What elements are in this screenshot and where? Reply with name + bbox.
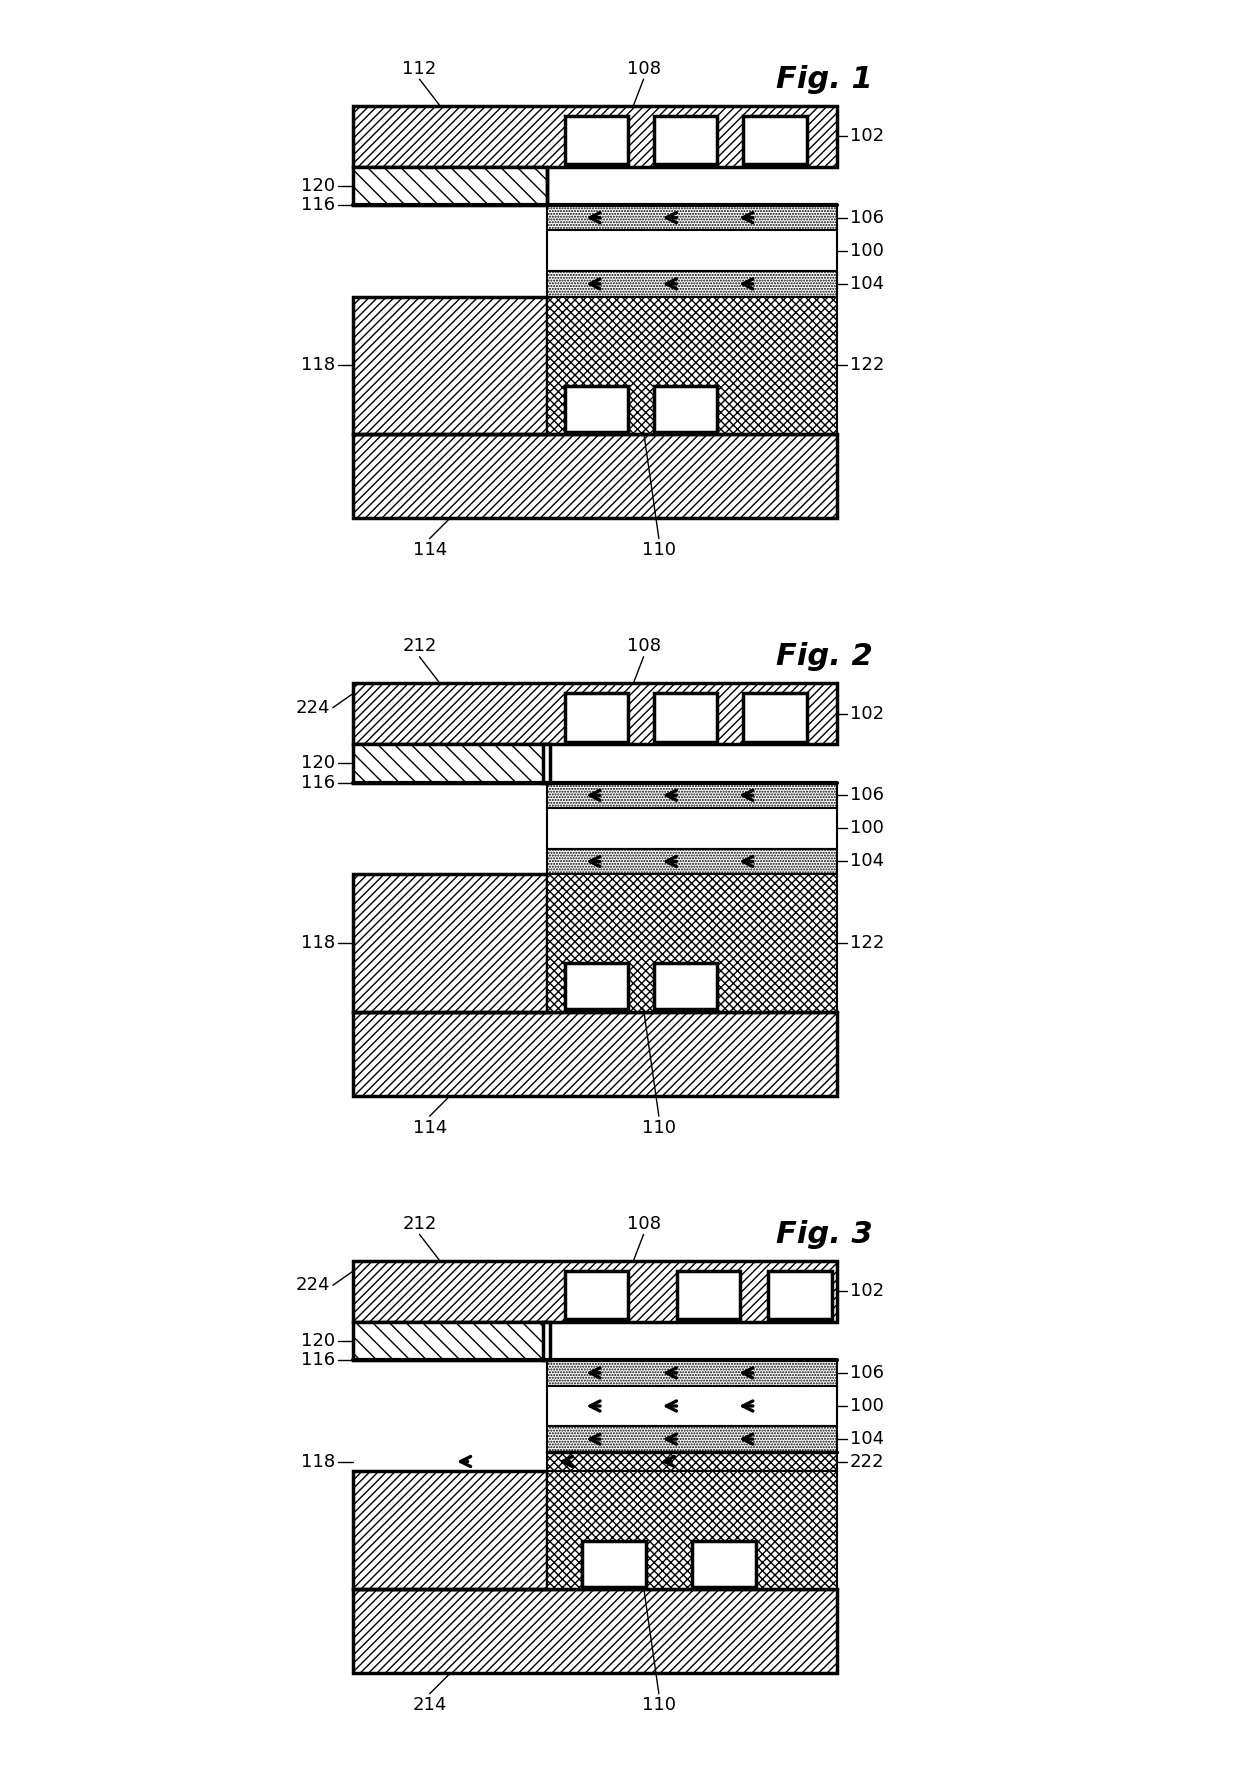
- Text: 104: 104: [849, 852, 884, 870]
- Bar: [564, 1270, 629, 1320]
- Bar: [543, 1322, 551, 1361]
- Text: 212: 212: [402, 637, 436, 655]
- Bar: [547, 849, 837, 873]
- Bar: [547, 297, 837, 434]
- Bar: [677, 1270, 740, 1320]
- Bar: [769, 1270, 832, 1320]
- Bar: [353, 1261, 837, 1322]
- Text: 116: 116: [301, 1350, 336, 1370]
- Bar: [564, 116, 629, 164]
- Text: 122: 122: [849, 356, 884, 374]
- Text: 108: 108: [626, 1215, 661, 1233]
- Text: Fig. 3: Fig. 3: [776, 1220, 873, 1249]
- Text: 120: 120: [301, 754, 336, 772]
- Bar: [547, 1471, 837, 1589]
- Bar: [353, 167, 547, 205]
- Text: 112: 112: [402, 59, 436, 78]
- Text: 110: 110: [642, 1697, 676, 1715]
- Text: 102: 102: [849, 1283, 884, 1300]
- Text: 114: 114: [413, 1119, 446, 1137]
- Bar: [547, 873, 837, 1012]
- Text: 116: 116: [301, 196, 336, 213]
- Text: 108: 108: [626, 59, 661, 78]
- Bar: [743, 116, 806, 164]
- Text: 104: 104: [849, 276, 884, 294]
- Bar: [353, 434, 837, 518]
- Bar: [353, 1589, 837, 1674]
- Text: 106: 106: [849, 1364, 884, 1382]
- Text: 120: 120: [301, 1332, 336, 1350]
- Bar: [353, 1322, 547, 1361]
- Text: Fig. 2: Fig. 2: [776, 642, 873, 671]
- Bar: [543, 744, 551, 783]
- Bar: [547, 1427, 837, 1452]
- Bar: [653, 964, 718, 1009]
- Text: 108: 108: [626, 637, 661, 655]
- Text: 104: 104: [849, 1430, 884, 1448]
- Bar: [547, 808, 837, 849]
- Bar: [692, 1541, 755, 1587]
- Text: 224: 224: [296, 699, 330, 717]
- Text: 214: 214: [413, 1697, 446, 1715]
- Bar: [353, 1471, 547, 1589]
- Bar: [564, 964, 629, 1009]
- Bar: [547, 1361, 837, 1386]
- Bar: [547, 231, 837, 270]
- Text: 100: 100: [849, 242, 884, 260]
- Bar: [743, 694, 806, 742]
- Text: 116: 116: [301, 774, 336, 792]
- Bar: [547, 270, 837, 297]
- Text: 118: 118: [301, 934, 336, 952]
- Bar: [353, 1012, 837, 1096]
- Bar: [564, 694, 629, 742]
- Bar: [583, 1541, 646, 1587]
- Bar: [547, 205, 837, 231]
- Text: 118: 118: [301, 1452, 336, 1471]
- Text: 120: 120: [301, 176, 336, 196]
- Bar: [653, 694, 718, 742]
- Text: 212: 212: [402, 1215, 436, 1233]
- Bar: [547, 783, 837, 808]
- Bar: [547, 1452, 837, 1471]
- Bar: [353, 105, 837, 167]
- Bar: [353, 297, 547, 434]
- Bar: [547, 1386, 837, 1427]
- Text: 100: 100: [849, 1397, 884, 1414]
- Bar: [653, 116, 718, 164]
- Text: 110: 110: [642, 541, 676, 559]
- Bar: [653, 386, 718, 432]
- Text: 102: 102: [849, 704, 884, 722]
- Text: 106: 106: [849, 786, 884, 804]
- Text: 114: 114: [413, 541, 446, 559]
- Text: 102: 102: [849, 126, 884, 146]
- Text: 118: 118: [301, 356, 336, 374]
- Text: 224: 224: [296, 1276, 330, 1295]
- Text: 110: 110: [642, 1119, 676, 1137]
- Text: 100: 100: [849, 820, 884, 838]
- Bar: [564, 386, 629, 432]
- Bar: [353, 873, 547, 1012]
- Text: 222: 222: [849, 1452, 884, 1471]
- Text: 106: 106: [849, 208, 884, 226]
- Text: 122: 122: [849, 934, 884, 952]
- Text: Fig. 1: Fig. 1: [776, 64, 873, 94]
- Bar: [353, 744, 547, 783]
- Bar: [353, 683, 837, 744]
